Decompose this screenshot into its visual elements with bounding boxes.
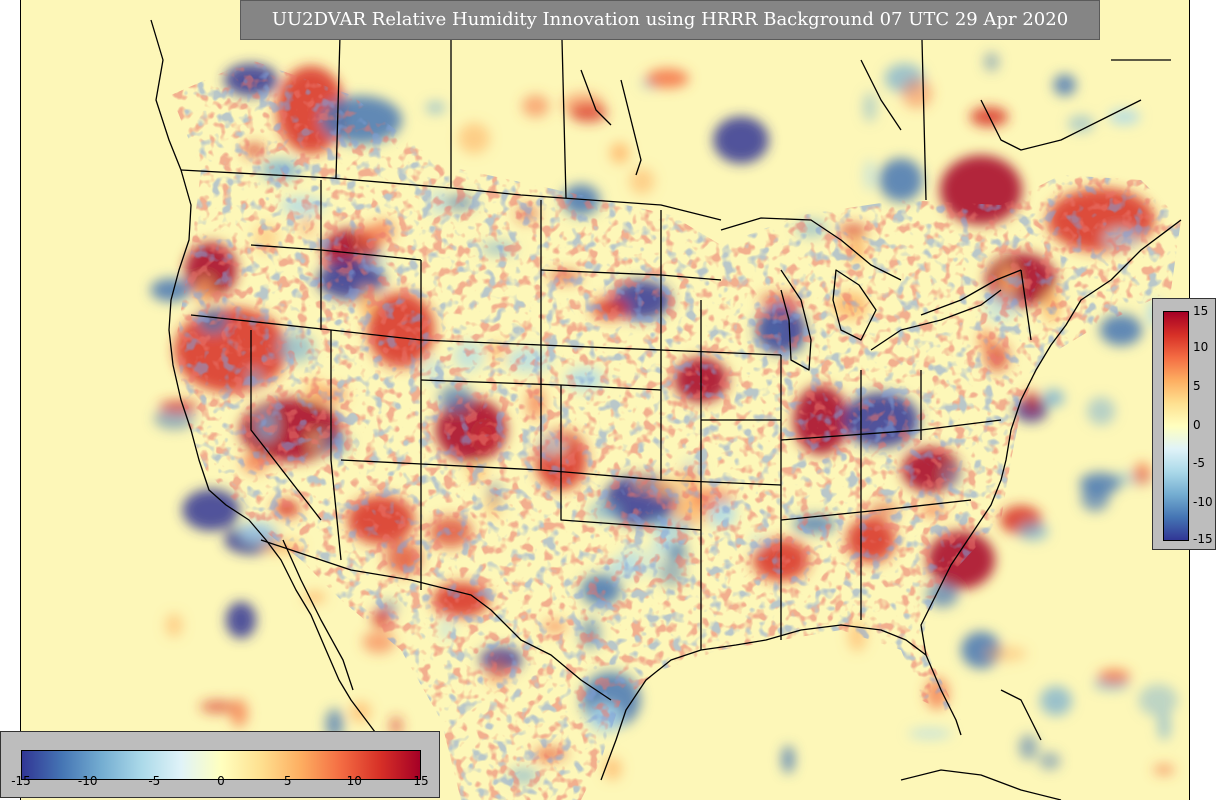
innovation-patch <box>1053 74 1077 96</box>
innovation-patch <box>1108 109 1140 125</box>
innovation-patch <box>603 757 622 780</box>
innovation-patch <box>1040 686 1072 716</box>
colorbar-tick: -15 <box>1193 532 1213 546</box>
colorbar-tick: 0 <box>1193 418 1201 432</box>
vertical-colorbar-gradient <box>1163 311 1189 541</box>
colorbar-tick: 15 <box>1193 304 1209 318</box>
innovation-patch <box>1017 521 1049 541</box>
innovation-patch <box>983 52 1000 72</box>
negative-innovation-area <box>1099 314 1143 346</box>
colorbar-tick: 15 <box>413 774 429 788</box>
innovation-patch <box>1157 711 1171 741</box>
colorbar-tick: -5 <box>1193 456 1205 470</box>
colorbar-tick: -15 <box>11 774 31 788</box>
innovation-patch <box>1067 115 1095 133</box>
horizontal-colorbar: -15 -10 -5 0 5 10 15 <box>0 731 440 798</box>
colorbar-tick: 10 <box>346 774 362 788</box>
innovation-patch <box>154 407 195 430</box>
innovation-patch <box>199 700 236 714</box>
innovation-patch <box>1138 684 1178 717</box>
innovation-patch <box>569 104 608 123</box>
innovation-patch <box>1097 669 1131 684</box>
colorbar-tick: 0 <box>217 774 225 788</box>
innovation-patch <box>389 716 403 736</box>
innovation-patch <box>165 613 183 638</box>
colorbar-tick: -5 <box>148 774 161 788</box>
innovation-patch <box>629 168 655 195</box>
innovation-patch <box>425 101 446 114</box>
colorbar-tick: -10 <box>77 774 98 788</box>
innovation-patch <box>1153 764 1175 775</box>
innovation-patch <box>610 142 630 164</box>
map-canvas <box>21 0 1189 800</box>
negative-innovation-area <box>878 158 924 202</box>
innovation-patch <box>1042 389 1065 407</box>
colorbar-tick: -10 <box>1193 495 1213 509</box>
negative-innovation-area <box>150 278 192 302</box>
innovation-patch <box>1023 390 1041 415</box>
innovation-patch <box>863 91 877 123</box>
innovation-patch <box>646 68 689 88</box>
colorbar-tick: 5 <box>1193 379 1201 393</box>
vertical-colorbar: 15 10 5 0 -5 -10 -15 <box>1152 298 1216 550</box>
innovation-patch <box>1038 752 1061 770</box>
colorbar-tick: 5 <box>283 774 292 788</box>
map-title: UU2DVAR Relative Humidity Innovation usi… <box>240 0 1100 40</box>
innovation-patch <box>901 78 933 109</box>
innovation-patch <box>863 159 877 191</box>
innovation-patch <box>1134 462 1151 485</box>
innovation-patch <box>522 94 550 118</box>
innovation-patch <box>303 591 326 603</box>
innovation-patch <box>983 646 1027 662</box>
map-area[interactable] <box>20 0 1190 800</box>
negative-innovation-area <box>713 116 769 164</box>
innovation-patch <box>458 122 490 154</box>
horizontal-colorbar-gradient <box>21 750 421 780</box>
innovation-patch <box>1079 472 1121 495</box>
innovation-patch <box>908 728 952 739</box>
innovation-patch <box>781 745 795 774</box>
innovation-patch <box>1018 734 1038 760</box>
innovation-patch <box>1087 397 1116 426</box>
negative-innovation-area <box>225 601 257 639</box>
negative-innovation-area <box>182 489 240 531</box>
innovation-patch <box>230 698 248 728</box>
colorbar-tick: 10 <box>1193 340 1209 354</box>
